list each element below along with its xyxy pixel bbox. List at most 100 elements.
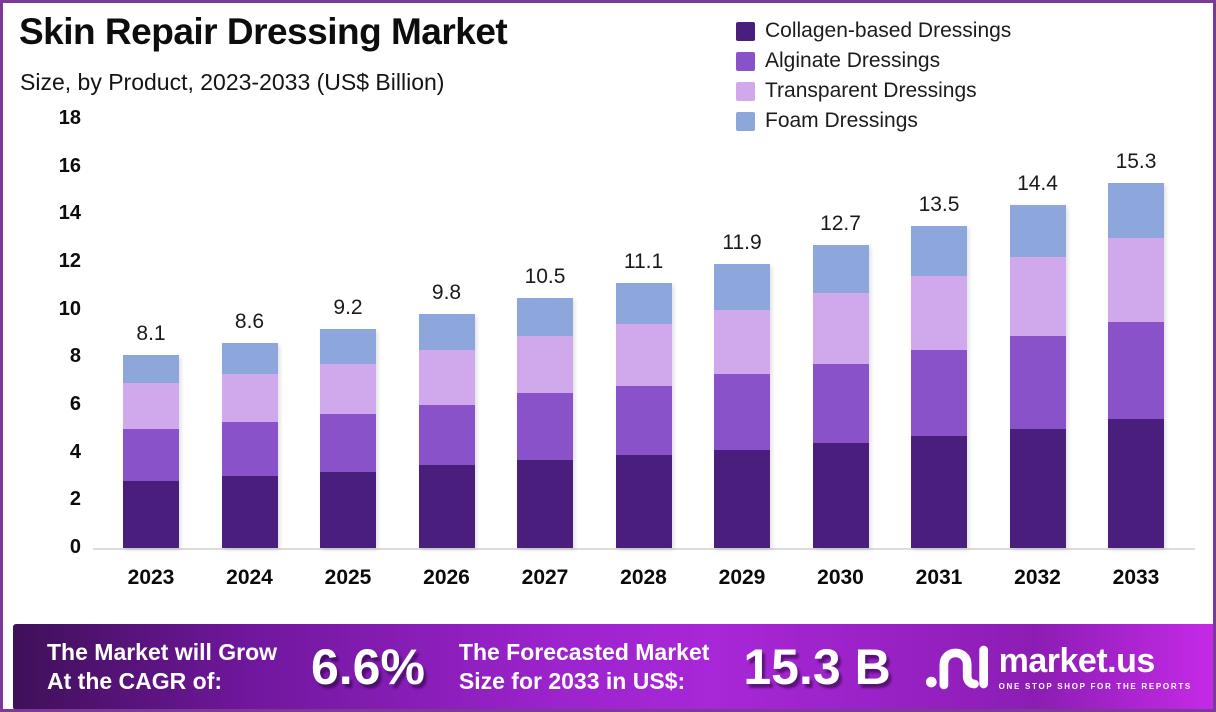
bar-segment-collagen-based-dressings[interactable] xyxy=(1009,428,1066,548)
page-title: Skin Repair Dressing Market xyxy=(19,11,508,52)
bar-segment-collagen-based-dressings[interactable] xyxy=(123,481,179,548)
stacked-bar-2026[interactable] xyxy=(418,314,475,548)
legend: Collagen-based Dressings Alginate Dressin… xyxy=(736,16,1011,136)
legend-item-transparent-dressings[interactable]: Transparent Dressings xyxy=(736,76,1011,106)
x-axis-label: 2030 xyxy=(817,566,864,589)
y-axis-tick-label: 10 xyxy=(58,297,81,320)
stacked-bar-2023[interactable] xyxy=(123,354,179,548)
stacked-bar-2024[interactable] xyxy=(221,342,278,548)
bar-segment-collagen-based-dressings[interactable] xyxy=(418,464,475,548)
cagr-label-line1: The Market will Grow xyxy=(47,638,278,665)
stacked-bar-2029[interactable] xyxy=(714,264,770,548)
bar-total-label: 10.5 xyxy=(524,264,566,288)
stacked-bar-2033[interactable] xyxy=(1108,183,1164,548)
stacked-bar-2027[interactable] xyxy=(517,297,573,548)
stacked-bar-2030[interactable] xyxy=(812,245,869,548)
bar-segment-alginate-dressings[interactable] xyxy=(418,404,475,465)
bar-segment-foam-dressings[interactable] xyxy=(1108,183,1164,239)
plot-area: 0 2 4 6 8 10 12 14 16 18 8.1 2023 8.6 2024 9.2 2025 9.8 2… xyxy=(3,3,1213,623)
bar-total-label: 8.6 xyxy=(234,309,265,333)
x-axis-label: 2029 xyxy=(718,566,766,589)
x-axis-label: 2025 xyxy=(324,566,372,589)
logo-texts: market.us ONE STOP SHOP FOR THE REPORTS xyxy=(999,644,1192,691)
bar-segment-collagen-based-dressings[interactable] xyxy=(615,454,672,548)
x-axis-label: 2024 xyxy=(226,566,273,589)
x-axis-label: 2028 xyxy=(620,566,667,589)
bar-segment-transparent-dressings[interactable] xyxy=(517,335,573,394)
legend-item-foam-dressings[interactable]: Foam Dressings xyxy=(736,106,1011,136)
legend-label: Collagen-based Dressings xyxy=(765,19,1012,42)
stacked-bar-2031[interactable] xyxy=(911,226,967,548)
bar-segment-foam-dressings[interactable] xyxy=(320,328,376,365)
bar-segment-transparent-dressings[interactable] xyxy=(615,323,672,386)
legend-swatch xyxy=(736,51,755,71)
bar-segment-transparent-dressings[interactable] xyxy=(714,309,770,374)
forecast-label-line2: Size for 2033 in US$: xyxy=(458,668,686,694)
legend-swatch xyxy=(736,81,755,101)
bar-total-label: 12.7 xyxy=(820,212,861,236)
bar-segment-transparent-dressings[interactable] xyxy=(418,350,475,405)
stacked-bar-2025[interactable] xyxy=(320,328,376,548)
bar-total-label: 11.1 xyxy=(623,250,664,274)
bar-segment-foam-dressings[interactable] xyxy=(123,354,179,384)
bar-segment-foam-dressings[interactable] xyxy=(221,342,278,374)
bar-segment-collagen-based-dressings[interactable] xyxy=(812,443,869,548)
bar-segment-collagen-based-dressings[interactable] xyxy=(320,471,376,548)
bar-segment-collagen-based-dressings[interactable] xyxy=(221,476,278,548)
legend-item-collagen-based-dressings[interactable]: Collagen-based Dressings xyxy=(736,16,1011,46)
x-axis-label: 2031 xyxy=(915,566,963,589)
bar-segment-alginate-dressings[interactable] xyxy=(517,393,573,460)
x-axis-label: 2033 xyxy=(1112,566,1160,589)
bar-segment-collagen-based-dressings[interactable] xyxy=(1108,419,1164,548)
legend-swatch xyxy=(736,21,755,41)
bar-segment-foam-dressings[interactable] xyxy=(615,283,672,324)
bar-segment-alginate-dressings[interactable] xyxy=(1009,335,1066,429)
bar-segment-transparent-dressings[interactable] xyxy=(1108,238,1164,322)
bar-segment-alginate-dressings[interactable] xyxy=(812,364,869,444)
y-axis-tick-label: 0 xyxy=(69,536,81,558)
x-axis-label: 2026 xyxy=(423,566,470,589)
bar-segment-transparent-dressings[interactable] xyxy=(1009,257,1066,336)
bar-segment-alginate-dressings[interactable] xyxy=(1108,321,1164,420)
bar-segment-transparent-dressings[interactable] xyxy=(123,383,179,429)
legend-swatch xyxy=(736,111,755,131)
bar-segment-transparent-dressings[interactable] xyxy=(320,364,376,415)
bar-segment-collagen-based-dressings[interactable] xyxy=(517,459,573,548)
cagr-label-line2: At the CAGR of: xyxy=(47,668,223,694)
forecast-label-line1: The Forecasted Market xyxy=(458,638,710,665)
bar-segment-foam-dressings[interactable] xyxy=(517,297,573,336)
marketus-logo[interactable]: market.us ONE STOP SHOP FOR THE REPORTS xyxy=(925,644,1192,691)
bar-segment-alginate-dressings[interactable] xyxy=(221,421,278,477)
legend-label: Transparent Dressings xyxy=(765,79,977,102)
legend-label: Foam Dressings xyxy=(765,109,918,132)
bar-segment-foam-dressings[interactable] xyxy=(1009,204,1066,258)
y-axis-tick-label: 14 xyxy=(58,202,81,225)
bar-segment-transparent-dressings[interactable] xyxy=(221,373,278,422)
bar-segment-alginate-dressings[interactable] xyxy=(615,385,672,455)
marketus-logo-icon xyxy=(925,645,988,690)
bar-segment-alginate-dressings[interactable] xyxy=(911,350,967,436)
y-axis-tick-label: 6 xyxy=(69,392,81,415)
bar-segment-collagen-based-dressings[interactable] xyxy=(911,435,967,548)
bar-segment-foam-dressings[interactable] xyxy=(812,245,869,293)
bar-segment-alginate-dressings[interactable] xyxy=(123,428,179,482)
page-subtitle: Size, by Product, 2023-2033 (US$ Billion… xyxy=(20,69,445,95)
bar-segment-foam-dressings[interactable] xyxy=(911,226,967,277)
legend-item-alginate-dressings[interactable]: Alginate Dressings xyxy=(736,46,1011,76)
stacked-bar-2028[interactable] xyxy=(615,283,672,548)
bar-segment-transparent-dressings[interactable] xyxy=(812,292,869,365)
bar-segment-transparent-dressings[interactable] xyxy=(911,276,967,351)
x-axis-label: 2023 xyxy=(127,566,175,589)
logo-wordmark: market.us xyxy=(998,641,1156,680)
bar-total-label: 14.4 xyxy=(1017,171,1058,195)
bar-total-label: 9.2 xyxy=(333,295,363,319)
bar-segment-foam-dressings[interactable] xyxy=(714,264,770,310)
bar-segment-alginate-dressings[interactable] xyxy=(320,414,376,472)
bar-segment-alginate-dressings[interactable] xyxy=(714,373,770,451)
stacked-bar-2032[interactable] xyxy=(1009,204,1066,548)
logo-tagline: ONE STOP SHOP FOR THE REPORTS xyxy=(998,681,1192,691)
y-axis-tick-label: 8 xyxy=(69,345,81,368)
bar-segment-foam-dressings[interactable] xyxy=(418,314,475,351)
bar-segment-collagen-based-dressings[interactable] xyxy=(714,450,770,548)
